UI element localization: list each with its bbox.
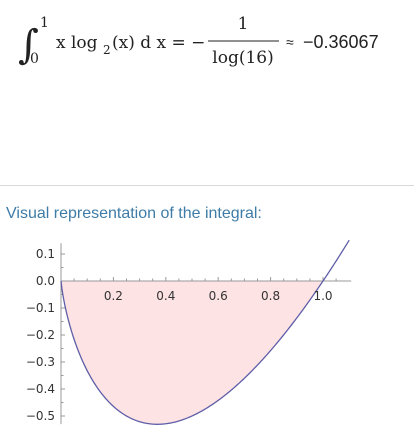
y-tick-label: −0.5 [26, 409, 55, 423]
y-tick-label: −0.2 [26, 328, 55, 342]
integral-plot: 0.2 0.4 0.6 0.8 1.0 0.1 0.0 −0.1 −0.2 −0.3 −0.4 −0.… [0, 232, 414, 429]
fraction-denominator: log(16) [212, 48, 273, 68]
section-title: Visual representation of the integral: [6, 205, 262, 222]
y-tick-label: 0.1 [36, 247, 55, 261]
log-base: 2 [103, 43, 111, 57]
lower-limit: 0 [30, 51, 39, 67]
x-tick-label: 1.0 [313, 289, 332, 303]
integral-area [61, 281, 323, 425]
y-tick-label: 0.0 [36, 274, 55, 288]
section-divider [0, 185, 414, 186]
x-tick-label: 0.8 [261, 289, 280, 303]
curve-x-log2-x [60, 239, 350, 425]
y-tick-label: −0.3 [26, 355, 55, 369]
x-tick-label: 0.4 [156, 289, 175, 303]
approx-symbol: ≈ [286, 34, 294, 50]
integral-formula: ∫ 1 0 x log 2 (x) d x = − 1 log(16) ≈ −0… [0, 0, 414, 185]
integrand-prefix: x log [56, 33, 98, 53]
integrand-suffix: (x) d x = − [112, 33, 205, 53]
fraction-numerator: 1 [238, 14, 249, 34]
y-tick-label: −0.1 [26, 301, 55, 315]
approx-value: −0.36067 [303, 32, 379, 52]
y-tick-label: −0.4 [26, 382, 55, 396]
x-tick-label: 0.2 [104, 289, 123, 303]
upper-limit: 1 [40, 15, 49, 31]
x-tick-label: 0.6 [209, 289, 228, 303]
integral-sign: ∫ [18, 22, 39, 68]
